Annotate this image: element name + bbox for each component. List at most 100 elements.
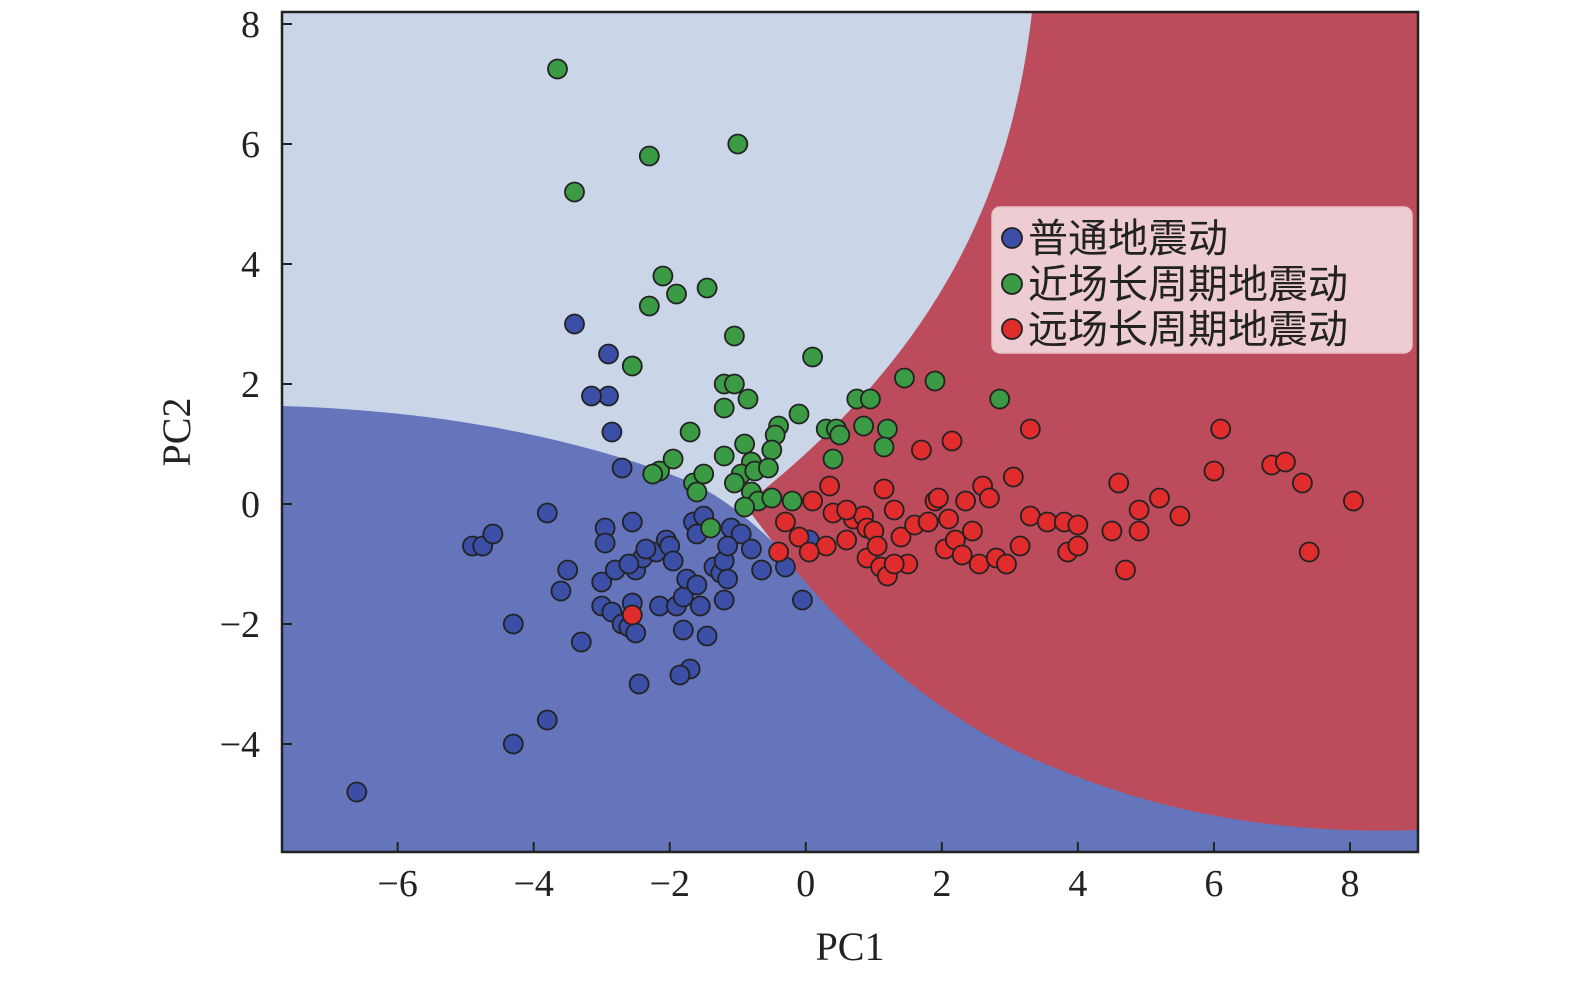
point-ordinary — [621, 511, 643, 533]
point-near-field — [734, 496, 755, 518]
point-far-field — [1203, 460, 1225, 482]
point-far-field — [621, 604, 643, 626]
point-far-field — [1101, 520, 1123, 542]
legend-box — [991, 206, 1413, 354]
point-far-field — [1343, 490, 1364, 512]
point-ordinary — [550, 580, 572, 602]
point-ordinary — [635, 538, 657, 560]
point-ordinary — [751, 559, 772, 581]
point-far-field — [941, 430, 963, 452]
point-near-field — [724, 325, 745, 347]
point-far-field — [1292, 472, 1313, 494]
point-far-field — [883, 553, 905, 575]
point-far-field — [836, 529, 857, 551]
legend: 普通地震动 近场长周期地震动 远场长周期地震动 — [991, 206, 1413, 354]
point-near-field — [724, 373, 745, 395]
plot-background — [282, 12, 1418, 852]
point-near-field — [737, 388, 759, 410]
x-tick-label: 2 — [932, 863, 951, 905]
point-ordinary — [611, 457, 633, 479]
point-far-field — [1128, 499, 1150, 521]
point-near-field — [894, 367, 915, 389]
point-near-field — [713, 397, 735, 419]
point-ordinary — [564, 313, 585, 335]
x-tick-label: 4 — [1068, 863, 1087, 905]
axes: −6 −4 −2 0 2 4 6 8 −4 −2 0 2 4 6 8 — [220, 4, 1360, 905]
plot-frame — [280, 10, 1420, 854]
point-far-field — [1169, 505, 1191, 527]
point-near-field — [924, 370, 946, 392]
point-ordinary — [570, 631, 592, 653]
point-far-field — [1019, 418, 1041, 440]
point-near-field — [638, 295, 660, 317]
point-near-field — [724, 472, 745, 494]
point-far-field — [955, 490, 976, 512]
point-near-field — [761, 487, 783, 509]
legend-label-far-field: 远场长周期地震动 — [1028, 307, 1348, 353]
x-tick-label: −4 — [513, 863, 553, 905]
point-near-field — [547, 58, 568, 80]
series-far-field — [621, 418, 1364, 626]
point-near-field — [989, 388, 1011, 410]
point-near-field — [734, 433, 755, 455]
legend-marker-far-field — [1001, 318, 1023, 340]
point-ordinary — [689, 595, 711, 617]
point-far-field — [996, 553, 1017, 575]
point-ordinary — [662, 550, 684, 572]
series-near-field — [547, 58, 1011, 539]
point-ordinary — [686, 574, 708, 596]
x-tick-label: −6 — [377, 863, 417, 905]
point-near-field — [758, 457, 779, 479]
point-ordinary — [502, 613, 524, 635]
point-near-field — [652, 265, 674, 287]
point-ordinary — [502, 733, 524, 755]
point-near-field — [761, 439, 783, 461]
point-far-field — [917, 511, 939, 533]
point-near-field — [700, 517, 721, 539]
point-near-field — [638, 145, 660, 167]
point-far-field — [866, 535, 888, 557]
data-points — [346, 58, 1364, 803]
point-far-field — [1210, 418, 1232, 440]
point-near-field — [666, 283, 687, 305]
point-ordinary — [628, 673, 650, 695]
point-ordinary — [594, 532, 616, 554]
point-near-field — [853, 415, 874, 437]
point-ordinary — [717, 535, 738, 557]
point-far-field — [836, 499, 857, 521]
point-near-field — [679, 421, 701, 443]
point-far-field — [890, 526, 912, 548]
point-ordinary — [741, 538, 762, 560]
y-tick-label: −4 — [220, 724, 260, 766]
y-tick-label: 6 — [241, 124, 260, 166]
point-far-field — [951, 544, 973, 566]
point-ordinary — [482, 523, 504, 545]
point-near-field — [686, 481, 708, 503]
point-ordinary — [713, 589, 735, 611]
point-far-field — [962, 520, 983, 542]
point-near-field — [696, 277, 718, 299]
point-near-field — [860, 388, 881, 410]
point-ordinary — [598, 343, 619, 365]
point-far-field — [1002, 466, 1024, 488]
y-axis-title: PC2 — [154, 398, 199, 467]
legend-marker-near-field — [1001, 273, 1023, 295]
y-tick-label: 0 — [241, 484, 260, 526]
x-axis-title: PC1 — [816, 924, 885, 969]
legend-label-ordinary: 普通地震动 — [1028, 216, 1228, 262]
point-far-field — [802, 490, 823, 512]
point-far-field — [873, 478, 895, 500]
point-ordinary — [536, 502, 558, 524]
point-far-field — [928, 487, 949, 509]
point-far-field — [768, 541, 789, 563]
point-near-field — [642, 463, 664, 485]
point-far-field — [979, 487, 1000, 509]
point-ordinary — [536, 709, 558, 731]
point-far-field — [911, 439, 932, 461]
series-ordinary — [346, 313, 820, 803]
point-far-field — [1128, 520, 1150, 542]
point-ordinary — [618, 553, 640, 575]
point-far-field — [788, 526, 810, 548]
point-near-field — [781, 490, 803, 512]
